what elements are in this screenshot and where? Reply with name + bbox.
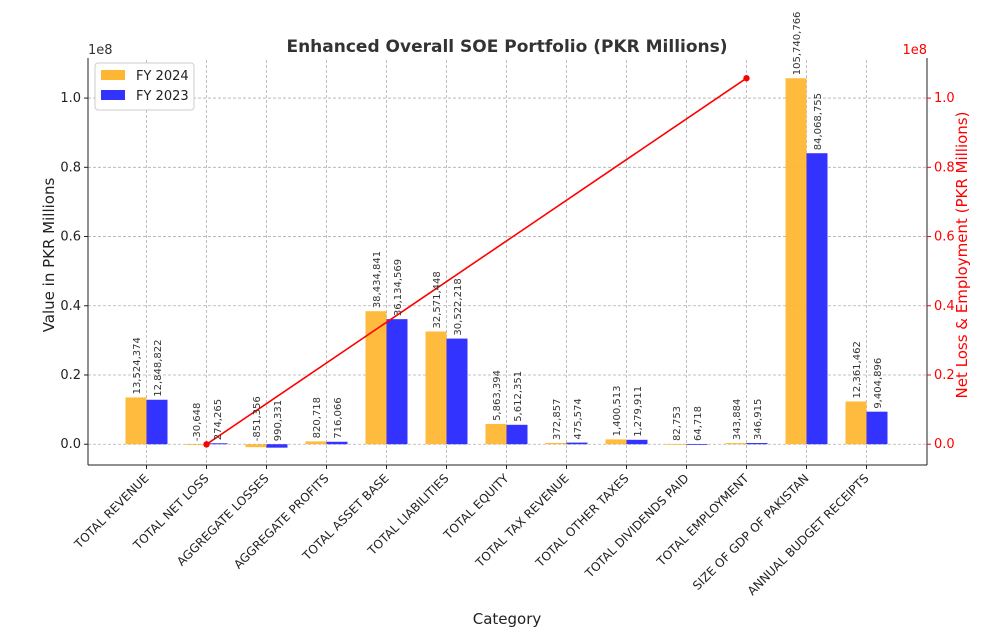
y2-tick-label: 0.2 bbox=[934, 368, 955, 383]
y2-offset-text: 1e8 bbox=[902, 43, 927, 58]
chart-title: Enhanced Overall SOE Portfolio (PKR Mill… bbox=[286, 37, 727, 57]
y-tick-label: 1.0 bbox=[60, 91, 81, 106]
bar-fy2023 bbox=[206, 443, 228, 445]
x-tick-label: ANNUAL BUDGET RECEIPTS bbox=[745, 471, 872, 598]
bar-value-labels: 13,524,374 -30,648 -851,356 820,718 38,434,8… bbox=[132, 12, 884, 442]
bar-value-label: 9,404,896 bbox=[873, 358, 884, 409]
line-net-loss-employment bbox=[206, 77, 747, 445]
legend-swatch-fy2024 bbox=[101, 70, 125, 80]
bar-value-label: 12,848,822 bbox=[153, 339, 164, 396]
y2-tick-label: 0.6 bbox=[934, 230, 955, 245]
bar-value-label: -851,356 bbox=[252, 396, 263, 441]
legend-label-fy2023: FY 2023 bbox=[136, 89, 189, 104]
bar-value-label: 12,361,462 bbox=[852, 341, 863, 398]
bar-fy2024 bbox=[665, 443, 687, 445]
bar-fy2023 bbox=[746, 443, 768, 445]
x-tick-label: TOTAL DIVIDENDS PAID bbox=[582, 471, 692, 581]
y-tick-label: 0.0 bbox=[60, 437, 81, 452]
bar-value-label: 105,740,766 bbox=[792, 12, 803, 76]
bar-fy2024 bbox=[245, 444, 267, 448]
bar-fy2024 bbox=[725, 443, 747, 445]
y2-tick-label: 0.4 bbox=[934, 299, 955, 314]
bar-value-label: 820,718 bbox=[312, 397, 323, 438]
bar-fy2023 bbox=[326, 441, 348, 445]
bar-fy2023 bbox=[506, 424, 528, 445]
bar-value-label: 716,066 bbox=[333, 397, 344, 438]
bar-value-label: 64,718 bbox=[693, 406, 704, 441]
y2-tick-label: 1.0 bbox=[934, 91, 955, 106]
y-tick-labels: 0.0 0.2 0.4 0.6 0.8 1.0 bbox=[60, 91, 88, 452]
bar-fy2024 bbox=[785, 78, 807, 445]
line-marker bbox=[203, 441, 210, 448]
bar-fy2024 bbox=[125, 397, 147, 445]
bar-value-label: 5,863,394 bbox=[492, 370, 503, 421]
x-tick-label: SIZE OF GDP OF PAKISTAN bbox=[690, 471, 812, 593]
bar-fy2023 bbox=[266, 444, 288, 448]
bar-value-label: 475,574 bbox=[573, 398, 584, 439]
bar-value-label: 343,884 bbox=[732, 399, 743, 440]
bar-value-label: 36,134,569 bbox=[393, 259, 404, 316]
axes bbox=[87, 58, 928, 466]
legend-swatch-fy2023 bbox=[101, 90, 125, 100]
bar-value-label: 13,524,374 bbox=[132, 337, 143, 394]
legend-label-fy2024: FY 2024 bbox=[136, 69, 189, 84]
bar-value-label: 990,331 bbox=[273, 400, 284, 441]
bar-value-label: 346,915 bbox=[753, 399, 764, 440]
line-series bbox=[203, 75, 750, 448]
y2-tick-label: 0.8 bbox=[934, 160, 955, 175]
bar-fy2024 bbox=[485, 423, 507, 445]
bar-value-label: 82,753 bbox=[672, 406, 683, 441]
bar-value-label: 32,571,448 bbox=[432, 271, 443, 328]
bar-value-label: 5,612,351 bbox=[513, 371, 524, 422]
bar-fy2024 bbox=[305, 441, 327, 445]
bar-fy2024 bbox=[605, 439, 627, 445]
y-tick-label: 0.4 bbox=[60, 299, 81, 314]
bar-fy2024 bbox=[185, 444, 207, 446]
bar-fy2023 bbox=[686, 444, 708, 445]
y-tick-label: 0.2 bbox=[60, 368, 81, 383]
legend: FY 2024 FY 2023 bbox=[94, 62, 195, 111]
bar-value-label: 84,068,755 bbox=[813, 93, 824, 150]
bar-value-label: 1,400,513 bbox=[612, 385, 623, 436]
line-marker bbox=[743, 75, 750, 82]
bar-value-label: -30,648 bbox=[192, 403, 203, 442]
bar-value-label: 274,265 bbox=[213, 399, 224, 440]
y-tick-label: 0.6 bbox=[60, 230, 81, 245]
bar-fy2023 bbox=[446, 338, 468, 445]
bars-group bbox=[125, 78, 888, 448]
bar-fy2024 bbox=[845, 401, 867, 445]
bar-fy2023 bbox=[566, 442, 588, 445]
bar-value-label: 372,857 bbox=[552, 399, 563, 440]
y2-axis-label: Net Loss & Employment (PKR Millions) bbox=[953, 112, 971, 399]
bar-fy2023 bbox=[626, 439, 648, 445]
bar-fy2023 bbox=[386, 319, 408, 445]
bar-fy2023 bbox=[866, 411, 888, 445]
y-tick-label: 0.8 bbox=[60, 160, 81, 175]
y2-tick-labels: 0.0 0.2 0.4 0.6 0.8 1.0 bbox=[927, 91, 955, 452]
bar-fy2024 bbox=[365, 311, 387, 445]
bar-fy2024 bbox=[425, 331, 447, 445]
bar-fy2023 bbox=[146, 399, 168, 445]
bar-value-label: 38,434,841 bbox=[372, 251, 383, 308]
bar-value-label: 1,279,911 bbox=[633, 386, 644, 437]
bar-fy2023 bbox=[806, 153, 828, 445]
x-axis-label: Category bbox=[473, 610, 542, 628]
y2-tick-label: 0.0 bbox=[934, 437, 955, 452]
y-axis-label: Value in PKR Millions bbox=[40, 178, 58, 333]
bar-value-label: 30,522,218 bbox=[453, 278, 464, 335]
y-offset-text: 1e8 bbox=[88, 43, 113, 58]
bar-fy2024 bbox=[545, 442, 567, 445]
